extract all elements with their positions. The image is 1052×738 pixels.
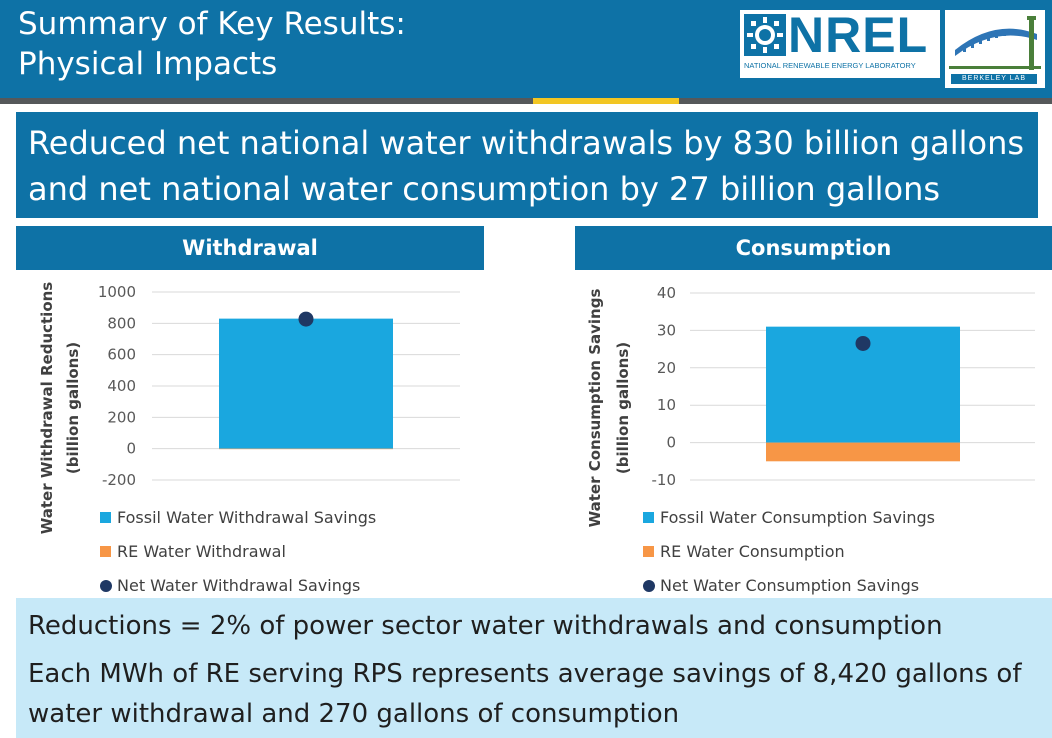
- nrel-logo-text: NREL: [788, 7, 929, 63]
- y-tick-label: 800: [107, 314, 136, 332]
- berkeley-building-icon: [949, 16, 1041, 70]
- legend-dot-marker: [100, 580, 112, 592]
- y-tick-label: 0: [126, 440, 136, 458]
- y-tick-label: -10: [652, 471, 677, 489]
- legend-swatch: [643, 512, 654, 523]
- y-tick-label: -200: [102, 471, 136, 489]
- withdrawal-panel-title: Withdrawal: [16, 226, 484, 270]
- header-accent-bar: [533, 98, 679, 104]
- legend-item-fossil: Fossil Water Consumption Savings: [643, 508, 935, 528]
- summary-notes: Reductions = 2% of power sector water wi…: [16, 598, 1052, 738]
- berkeley-lab-logo: BERKELEY LAB: [945, 10, 1045, 88]
- legend-label: RE Water Consumption: [660, 542, 845, 561]
- withdrawal-chart: 1000 800 600 400 200 0 -200 Water Withdrawal Re…: [38, 282, 460, 535]
- legend-swatch: [100, 512, 111, 523]
- legend-item-re: RE Water Consumption: [643, 542, 845, 562]
- nrel-sun-icon: [744, 14, 786, 56]
- y-tick-label: 20: [657, 359, 676, 377]
- re-water-bar: [766, 442, 960, 462]
- y-tick-label: 30: [657, 321, 676, 339]
- consumption-chart: 40 30 20 10 0 -10 Water Consumption Savings (bi…: [586, 284, 1035, 527]
- berkeley-logo-text: BERKELEY LAB: [951, 74, 1037, 84]
- net-savings-point: [855, 335, 871, 351]
- net-savings-point: [298, 311, 314, 327]
- y-axis-label: Water Consumption Savings: [586, 289, 604, 528]
- headline-text: Reduced net national water withdrawals b…: [28, 124, 1025, 208]
- y-tick-label: 0: [666, 434, 676, 452]
- nrel-logo-subtitle: NATIONAL RENEWABLE ENERGY LABORATORY: [744, 61, 916, 70]
- y-axis-label: Water Withdrawal Reductions: [38, 282, 56, 535]
- y-tick-label: 10: [657, 396, 676, 414]
- legend-item-net: Net Water Consumption Savings: [643, 576, 919, 596]
- y-axis-unit-label: (billion gallons): [614, 342, 632, 474]
- note-savings-per-mwh: Each MWh of RE serving RPS represents av…: [28, 659, 1022, 729]
- consumption-panel-title: Consumption: [575, 226, 1052, 270]
- headline-box: Reduced net national water withdrawals b…: [16, 112, 1038, 218]
- legend-swatch: [643, 546, 654, 557]
- page-title: Summary of Key Results: Physical Impacts: [18, 6, 406, 82]
- legend-item-fossil: Fossil Water Withdrawal Savings: [100, 508, 376, 528]
- legend-label: Fossil Water Consumption Savings: [660, 508, 936, 527]
- y-tick-label: 40: [657, 284, 676, 302]
- header-divider: [0, 98, 1052, 104]
- legend-swatch: [100, 546, 111, 557]
- y-tick-label: 600: [107, 346, 136, 364]
- nrel-logo: NREL NATIONAL RENEWABLE ENERGY LABORATOR…: [740, 7, 940, 78]
- y-axis-unit-label: (billion gallons): [64, 342, 82, 474]
- header-bar: Summary of Key Results: Physical Impacts…: [0, 0, 1052, 98]
- legend-item-net: Net Water Withdrawal Savings: [100, 576, 360, 596]
- note-reductions: Reductions = 2% of power sector water wi…: [28, 611, 943, 641]
- legend-label: Fossil Water Withdrawal Savings: [117, 508, 377, 527]
- fossil-savings-bar: [219, 318, 393, 449]
- legend-item-re: RE Water Withdrawal: [100, 542, 286, 562]
- y-tick-label: 1000: [98, 283, 136, 301]
- legend-dot-marker: [643, 580, 655, 592]
- legend-label: Net Water Withdrawal Savings: [117, 576, 361, 595]
- y-tick-label: 200: [107, 408, 136, 426]
- legend-label: RE Water Withdrawal: [117, 542, 286, 561]
- re-water-bar: [219, 448, 393, 450]
- y-tick-label: 400: [107, 377, 136, 395]
- legend-label: Net Water Consumption Savings: [660, 576, 920, 595]
